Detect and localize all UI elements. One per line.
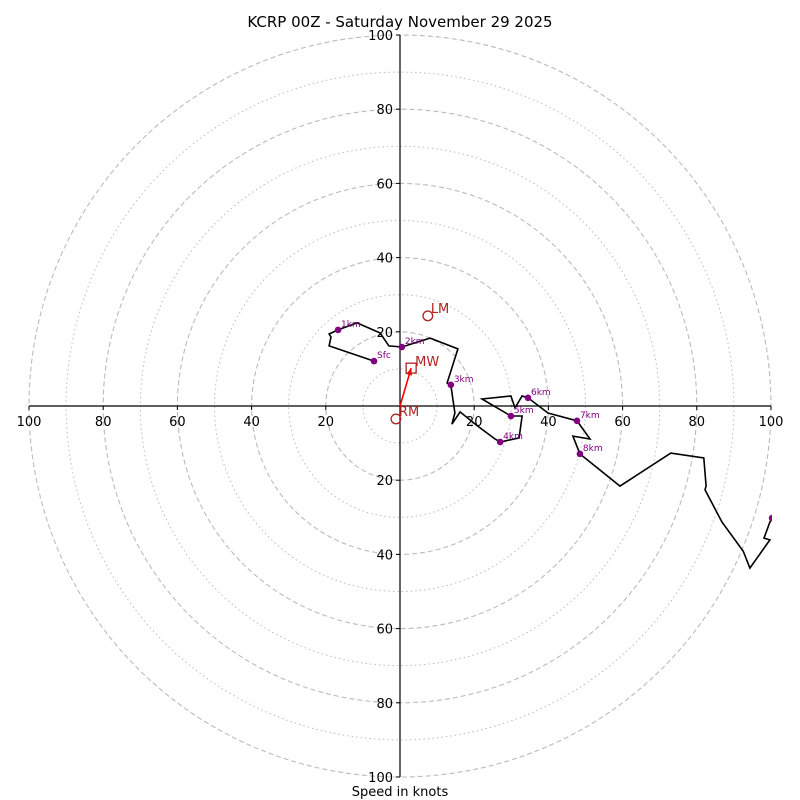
mw-label: MW [415,355,439,370]
level-label: 6km [531,388,551,398]
x-tick-label: 80 [95,415,112,430]
level-label: 3km [454,375,474,385]
tick-labels: 2020202040404040606060608080808010010010… [17,29,784,786]
y-tick-label: 20 [376,326,393,341]
level-dot [334,326,342,334]
chart-title: KCRP 00Z - Saturday November 29 2025 [247,13,552,31]
arrow-head [406,368,413,376]
y-tick-label: 80 [376,103,393,118]
storm-motion-markers: MW LM RM [390,302,449,425]
x-tick-label: 40 [243,415,260,430]
level-dot [768,514,772,522]
lm-label: LM [431,302,449,317]
x-tick-label: 20 [318,415,335,430]
y-tick-label: 80 [376,697,393,712]
level-dot [496,438,504,446]
y-tick-label: 60 [376,177,393,192]
level-label: 7km [580,411,600,421]
x-tick-label: 60 [169,415,186,430]
x-tick-label: 60 [614,415,631,430]
mw-marker [405,362,417,374]
x-tick-label: 80 [689,415,706,430]
level-label: 8km [583,444,603,454]
y-tick-label: 100 [368,29,393,44]
level-dot [370,357,378,365]
level-dot [573,417,581,425]
x-tick-label: 40 [540,415,557,430]
level-dot [398,343,406,351]
level-dot [507,412,515,420]
level-label: 2km [405,337,425,347]
x-tick-label: 100 [759,415,784,430]
level-label: Sfc [377,351,391,361]
rm-marker [390,413,402,425]
level-dot [524,394,532,402]
y-tick-label: 40 [376,252,393,267]
y-tick-label: 20 [376,474,393,489]
y-tick-label: 40 [376,548,393,563]
level-dot [576,450,584,458]
level-markers: Sfc 1km 2km 3km 4km 5km 6km 7km 8km [334,320,772,522]
rm-label: RM [399,405,419,420]
x-tick-label: 100 [17,415,42,430]
y-tick-label: 60 [376,623,393,638]
level-label: 1km [341,320,361,330]
y-tick-label: 100 [368,771,393,786]
level-label: 4km [503,432,523,442]
level-dot [447,381,455,389]
lm-marker [422,310,434,322]
level-label: 5km [514,406,534,416]
hodograph-trace [327,322,772,570]
x-axis-label: Speed in knots [352,785,449,800]
